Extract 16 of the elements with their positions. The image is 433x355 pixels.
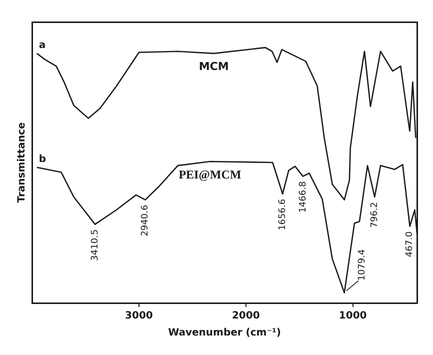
annotation: a: [38, 40, 46, 52]
x-axis-title: Wavenumber (cm⁻¹): [168, 328, 281, 339]
annotation: 796.2: [370, 202, 380, 228]
series-label: MCM: [198, 60, 229, 73]
annotation: 1079.4: [358, 249, 368, 281]
x-tick-label: 3000: [125, 310, 153, 322]
y-axis-title: Transmittance: [16, 122, 28, 203]
annotation: b: [38, 154, 46, 165]
annotation: 2940.6: [140, 204, 151, 236]
annotation: 1656.6: [278, 198, 288, 230]
annotation: 1466.8: [298, 181, 308, 213]
x-tick-label: 2000: [232, 310, 260, 322]
series-label: PEI@MCM: [178, 168, 242, 182]
x-tick-label: 1000: [338, 310, 367, 322]
annotation: 3410.5: [90, 229, 100, 261]
annotation: 467.0: [405, 231, 416, 258]
